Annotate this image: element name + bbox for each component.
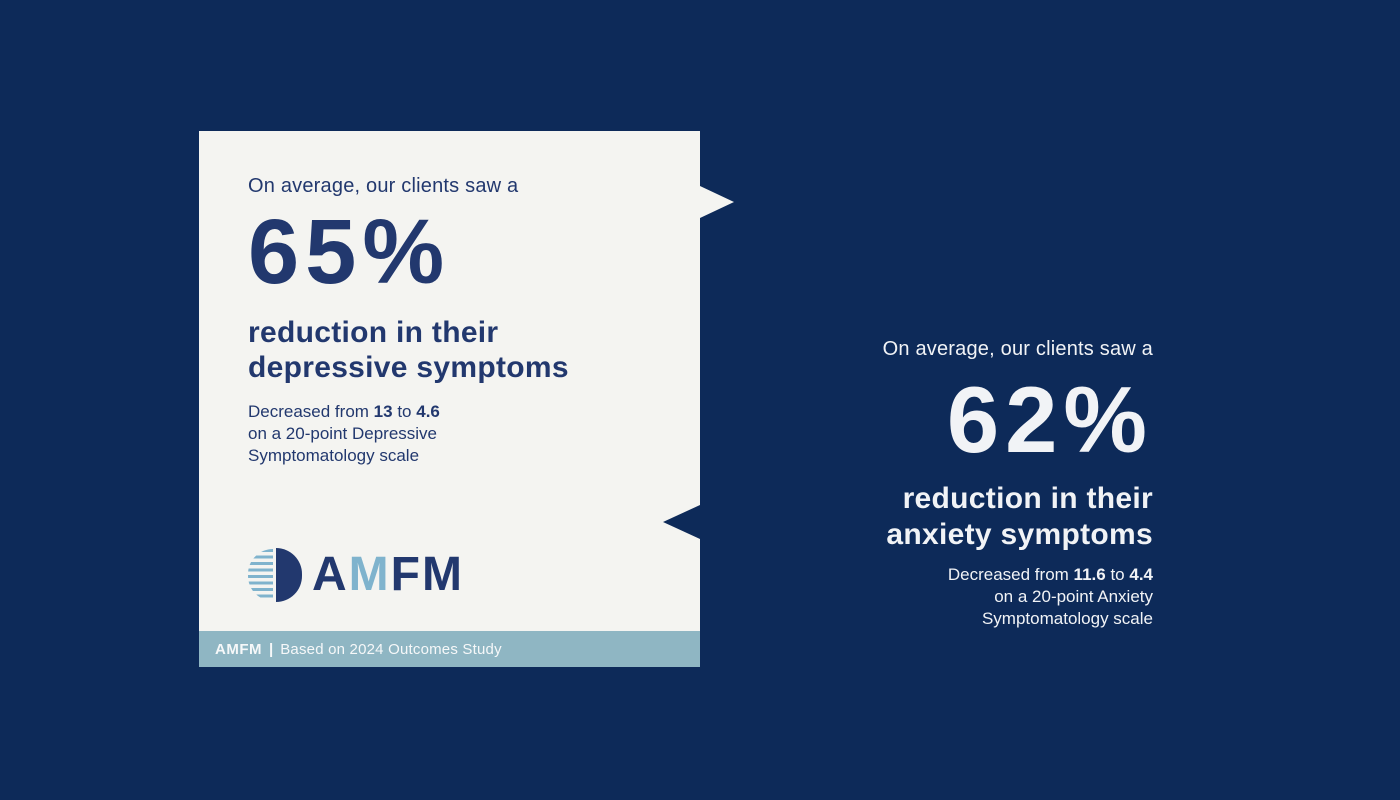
detail-connector: to [397,402,412,422]
card-notch-left-icon [663,505,700,539]
detail-prefix: Decreased from [248,402,369,422]
amfm-logo: AMFM [248,548,464,602]
anxiety-intro-text: On average, our clients saw a [882,338,1153,360]
anxiety-detail-from-value: 11.6 [1073,565,1106,585]
anxiety-stat-block: On average, our clients saw a 62% reduct… [733,338,1153,630]
logo-letter-m1: M [348,548,391,601]
anxiety-detail-text: Decreased from 11.6 to 4.4 on a 20-point… [733,564,1153,629]
anxiety-headline-line1: reduction in their [902,482,1153,516]
logo-solid-half-icon [276,548,302,602]
depression-card-content: On average, our clients saw a 65% reduct… [199,131,700,631]
amfm-logo-icon [248,548,302,602]
depression-detail-text: Decreased from 13 to 4.6 on a 20-point D… [248,401,664,466]
anxiety-detail-line2: on a 20-point Anxiety [994,587,1153,606]
card-footer-bar: AMFM | Based on 2024 Outcomes Study [199,631,700,667]
footer-separator: | [269,640,274,658]
footer-brand-text: AMFM [215,640,262,658]
anxiety-headline: reduction in their anxiety symptoms [733,481,1153,552]
anxiety-detail-line3: Symptomatology scale [981,608,1153,628]
amfm-logo-text: AMFM [312,551,464,599]
anxiety-detail-prefix: Decreased from [947,565,1069,585]
depression-headline: reduction in their depressive symptoms [248,315,664,386]
anxiety-detail-to-value: 4.4 [1129,565,1153,585]
detail-line3: Symptomatology scale [248,445,420,465]
depression-headline-line1: reduction in their [248,315,499,349]
depression-intro-text: On average, our clients saw a [248,175,519,197]
depression-stat-value: 65% [248,201,451,303]
detail-to-value: 4.6 [416,402,440,422]
anxiety-detail-connector: to [1110,565,1125,585]
card-pointer-right-icon [700,186,734,218]
anxiety-stat-value: 62% [946,367,1153,472]
detail-from-value: 13 [373,402,393,422]
logo-letter-a: A [312,548,349,601]
anxiety-headline-line2: anxiety symptoms [886,517,1153,551]
logo-letter-f: F [390,548,422,601]
footer-study-text: Based on 2024 Outcomes Study [280,640,502,658]
detail-line2: on a 20-point Depressive [248,424,438,444]
depression-stat-card: On average, our clients saw a 65% reduct… [199,131,700,667]
logo-letter-m2: M [421,548,464,601]
logo-striped-half-icon [248,549,273,601]
depression-headline-line2: depressive symptoms [248,351,569,385]
